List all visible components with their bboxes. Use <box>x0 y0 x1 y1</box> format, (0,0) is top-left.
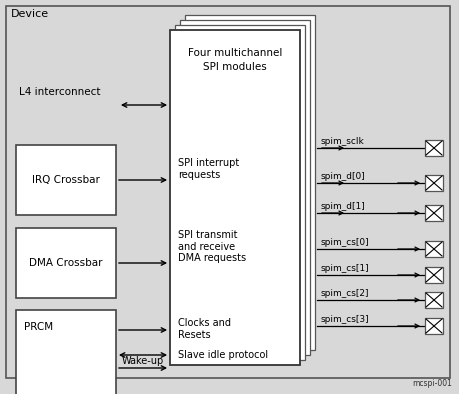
Text: DMA Crossbar: DMA Crossbar <box>29 258 102 268</box>
Bar <box>424 318 442 334</box>
Text: Clocks and
Resets: Clocks and Resets <box>178 318 230 340</box>
Text: Slave idle protocol: Slave idle protocol <box>178 350 268 360</box>
Bar <box>424 140 442 156</box>
Bar <box>424 292 442 308</box>
Bar <box>424 175 442 191</box>
Text: SPI interrupt
requests: SPI interrupt requests <box>178 158 239 180</box>
Text: spim_cs[1]: spim_cs[1] <box>320 264 369 273</box>
Bar <box>424 241 442 257</box>
Bar <box>424 267 442 283</box>
Bar <box>16 145 116 215</box>
Text: mcspi-001: mcspi-001 <box>411 379 451 388</box>
Text: spim_d[1]: spim_d[1] <box>320 202 365 211</box>
Text: spim_d[0]: spim_d[0] <box>320 172 365 181</box>
Bar <box>185 15 314 350</box>
Text: SPI modules: SPI modules <box>203 62 266 72</box>
Text: spim_cs[2]: spim_cs[2] <box>320 289 369 298</box>
Bar <box>170 30 299 365</box>
Bar <box>174 25 304 360</box>
Bar <box>179 20 309 355</box>
Text: SPI transmit
and receive
DMA requests: SPI transmit and receive DMA requests <box>178 230 246 263</box>
Text: Wake-up: Wake-up <box>122 356 164 366</box>
Bar <box>16 310 116 394</box>
Text: Device: Device <box>11 9 49 19</box>
Bar <box>16 228 116 298</box>
Text: spim_cs[0]: spim_cs[0] <box>320 238 369 247</box>
Text: spim_sclk: spim_sclk <box>320 137 364 146</box>
Text: Four multichannel: Four multichannel <box>187 48 281 58</box>
Text: spim_cs[3]: spim_cs[3] <box>320 315 369 324</box>
Bar <box>424 205 442 221</box>
Text: L4 interconnect: L4 interconnect <box>19 87 101 97</box>
Text: IRQ Crossbar: IRQ Crossbar <box>32 175 100 185</box>
Text: PRCM: PRCM <box>24 322 53 332</box>
